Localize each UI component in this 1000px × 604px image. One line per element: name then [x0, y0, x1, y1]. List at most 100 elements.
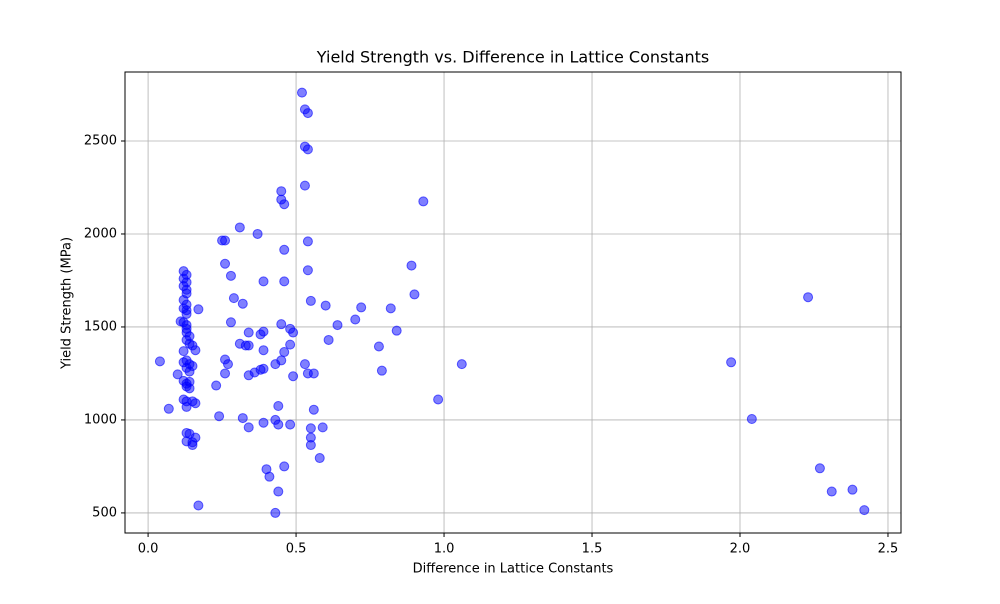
point	[243, 370, 254, 381]
point	[214, 411, 225, 422]
point	[163, 403, 174, 414]
point	[305, 295, 316, 306]
point	[350, 314, 361, 325]
point	[228, 293, 239, 304]
y-tick-label: 2500	[84, 133, 117, 148]
x-tick-label: 0.0	[138, 542, 159, 557]
point	[288, 327, 299, 338]
y-axis-label: Yield Strength (MPa)	[60, 237, 75, 370]
point	[279, 461, 290, 472]
y-tick-label: 2000	[84, 226, 117, 241]
point	[190, 398, 201, 409]
point	[220, 368, 231, 379]
point	[746, 414, 757, 425]
point	[264, 471, 275, 482]
point	[225, 270, 236, 281]
point	[391, 325, 402, 336]
point	[270, 359, 281, 370]
point	[296, 87, 307, 98]
point	[279, 347, 290, 358]
point	[302, 108, 313, 119]
x-tick-label: 1.5	[582, 542, 603, 557]
point	[279, 276, 290, 287]
x-tick-label: 2.5	[878, 542, 899, 557]
point	[258, 345, 269, 356]
point	[255, 329, 266, 340]
point	[323, 334, 334, 345]
point	[243, 327, 254, 338]
point	[181, 401, 192, 412]
point	[314, 453, 325, 464]
point	[243, 340, 254, 351]
point	[243, 422, 254, 433]
point	[385, 303, 396, 314]
point	[154, 356, 165, 367]
point	[234, 222, 245, 233]
point	[273, 486, 284, 497]
point	[279, 199, 290, 210]
point	[270, 414, 281, 425]
point	[288, 371, 299, 382]
point	[193, 304, 204, 315]
x-tick-label: 1.0	[434, 542, 455, 557]
point	[225, 317, 236, 328]
point	[406, 260, 417, 271]
point	[803, 292, 814, 303]
point	[308, 404, 319, 415]
point	[847, 484, 858, 495]
point	[726, 357, 737, 368]
point	[814, 463, 825, 474]
point	[181, 308, 192, 319]
y-tick-label: 1000	[84, 412, 117, 427]
point	[184, 366, 195, 377]
point	[211, 380, 222, 391]
point	[172, 369, 183, 380]
point	[190, 345, 201, 356]
x-tick-label: 0.5	[286, 542, 307, 557]
point	[220, 258, 231, 269]
point	[276, 319, 287, 330]
chart-title: Yield Strength vs. Difference in Lattice…	[316, 48, 709, 67]
point	[285, 419, 296, 430]
point	[433, 394, 444, 405]
point	[826, 486, 837, 497]
x-axis-label: Difference in Lattice Constants	[413, 562, 614, 577]
point	[237, 298, 248, 309]
point	[178, 346, 189, 357]
point	[317, 422, 328, 433]
point	[302, 265, 313, 276]
plot-frame	[124, 71, 902, 534]
point	[217, 235, 228, 246]
point	[222, 359, 233, 370]
point	[320, 300, 331, 311]
x-tick-label: 2.0	[730, 542, 751, 557]
point	[237, 413, 248, 424]
point	[456, 359, 467, 370]
point	[332, 320, 343, 331]
point	[258, 417, 269, 428]
point	[373, 341, 384, 352]
point	[302, 236, 313, 247]
point	[299, 180, 310, 191]
point	[302, 368, 313, 379]
point	[305, 423, 316, 434]
point	[187, 440, 198, 451]
point	[279, 244, 290, 255]
y-tick-label: 500	[92, 505, 117, 520]
point	[299, 359, 310, 370]
point	[356, 302, 367, 313]
point	[409, 289, 420, 300]
point	[270, 507, 281, 518]
y-tick-label: 1500	[84, 319, 117, 334]
point	[859, 505, 870, 516]
point	[305, 440, 316, 451]
point	[376, 365, 387, 376]
point	[184, 383, 195, 394]
point	[193, 500, 204, 511]
point	[302, 144, 313, 155]
point	[258, 276, 269, 287]
point	[276, 186, 287, 197]
point	[252, 228, 263, 239]
